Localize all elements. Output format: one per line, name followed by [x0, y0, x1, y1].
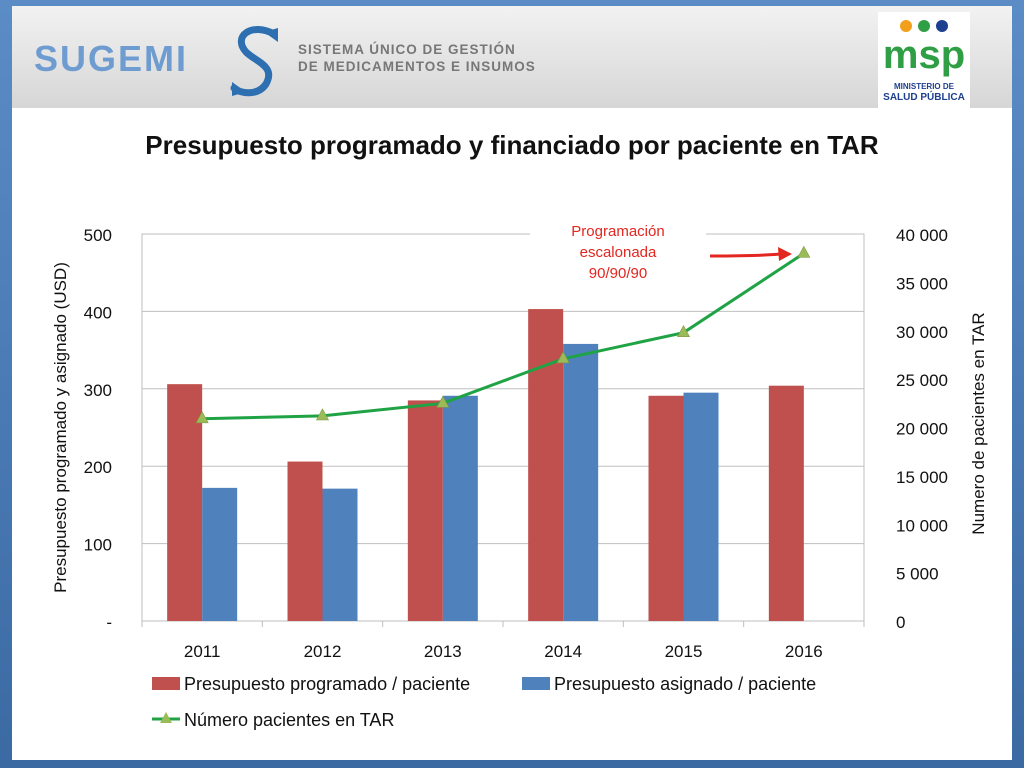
line-layer [195, 245, 811, 424]
x-tick-label: 2014 [544, 642, 582, 661]
legend-label: Número pacientes en TAR [184, 710, 394, 730]
bar [768, 385, 804, 621]
annotation-text: escalonada [580, 244, 657, 261]
msp-logo-line2: SALUD PÚBLICA [883, 92, 965, 103]
sugemi-s-icon [230, 26, 278, 97]
bar [683, 392, 719, 621]
bar-layer [167, 309, 804, 621]
bar [287, 461, 323, 621]
sugemi-logo-word: SUGEMI [34, 38, 189, 79]
bar [322, 488, 358, 621]
chart: - 100 200 300 400 500 0 5 000 10 000 15 000 20 000… [51, 218, 988, 730]
y2-tick-label: 20 000 [896, 420, 948, 439]
msp-logo-word: msp [884, 33, 964, 77]
bar [167, 384, 203, 621]
y-tick-label: 500 [84, 226, 112, 245]
y-tick-label: 100 [84, 536, 112, 555]
y-tick-label: 200 [84, 458, 112, 477]
series-line [202, 252, 805, 421]
grid-layer [141, 233, 865, 627]
slide-body: Presupuesto programado y financiado por … [12, 108, 1012, 760]
sugemi-subtitle-line1: SISTEMA ÚNICO DE GESTIÓN [298, 42, 516, 57]
y-tick-label: - [106, 613, 112, 632]
bar [442, 395, 478, 621]
y-tick-label: 400 [84, 303, 112, 322]
bar [528, 309, 564, 621]
legend-swatch [522, 677, 550, 690]
bar [407, 400, 443, 621]
annotation-box [530, 218, 706, 298]
bar [202, 487, 238, 621]
y2-tick-label: 40 000 [896, 226, 948, 245]
y2-tick-label: 15 000 [896, 468, 948, 487]
line-marker [436, 395, 450, 408]
y2-axis-label: Numero de pacientes en TAR [969, 312, 988, 534]
chart-title: Presupuesto programado y financiado por … [145, 130, 879, 160]
msp-logo-line1: MINISTERIO DE [893, 82, 954, 91]
legend-swatch-marker [160, 712, 172, 723]
sugemi-subtitle-line2: DE MEDICAMENTOS E INSUMOS [298, 59, 536, 74]
x-tick-label: 2015 [665, 642, 703, 661]
legend-label: Presupuesto asignado / paciente [554, 674, 816, 694]
plot-frame [141, 233, 865, 622]
y-axis-label: Presupuesto programado y asignado (USD) [51, 262, 70, 593]
x-tick-label: 2013 [424, 642, 462, 661]
annotation-text: Programación [571, 223, 664, 240]
annotation-arrow [709, 252, 781, 258]
x-tick-label: 2011 [184, 642, 221, 661]
line-marker [797, 245, 811, 258]
annotation-text: 90/90/90 [589, 265, 647, 282]
msp-logo-icon: msp [884, 20, 964, 77]
slide-header: SUGEMI SISTEMA ÚNICO DE GESTIÓN DE MEDIC… [12, 6, 1012, 108]
line-marker [315, 408, 330, 421]
legend-layer: Presupuesto programado / paciente Presupu… [152, 674, 816, 730]
y2-tick-label: 10 000 [896, 516, 948, 535]
y2-tick-label: 0 [896, 613, 905, 632]
bar [648, 395, 684, 621]
msp-logo: msp MINISTERIO DE SALUD PÚBLICA [878, 12, 970, 108]
label-layer: - 100 200 300 400 500 0 5 000 10 000 15 000 20 000… [51, 218, 988, 661]
line-marker [556, 351, 570, 364]
line-marker [676, 325, 691, 337]
y2-tick-label: 35 000 [896, 274, 948, 293]
line-marker [195, 411, 209, 424]
legend-swatch [152, 677, 180, 690]
annotation-arrowhead [778, 247, 792, 261]
y2-tick-label: 25 000 [896, 371, 948, 390]
y2-tick-label: 30 000 [896, 323, 948, 342]
x-tick-label: 2012 [304, 642, 342, 661]
y-tick-label: 300 [84, 381, 112, 400]
y2-tick-label: 5 000 [896, 565, 939, 584]
legend-label: Presupuesto programado / paciente [184, 674, 470, 694]
x-tick-label: 2016 [785, 642, 823, 661]
bar [563, 343, 599, 621]
